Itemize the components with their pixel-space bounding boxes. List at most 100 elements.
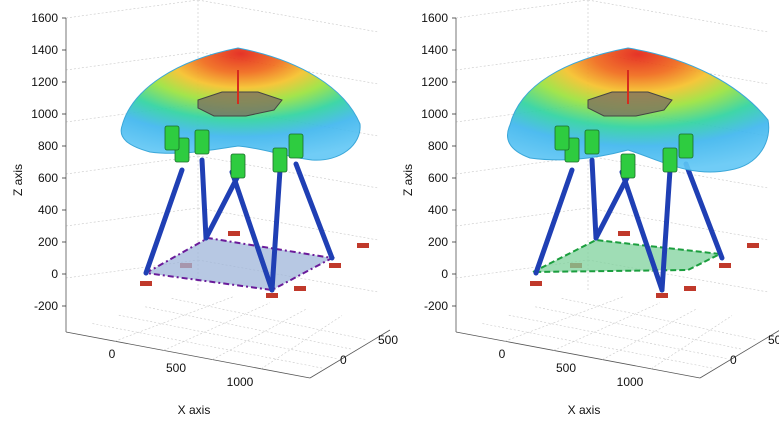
z-tick-label: 800 [428,139,448,153]
grid-line [212,308,307,360]
grid-line [171,298,367,340]
actuator [620,153,636,179]
actuator [230,153,246,179]
grid-line [197,155,379,189]
leg-strut [589,157,599,241]
x-tick-label: 500 [556,361,576,375]
x-tick-label: 500 [166,361,186,375]
z-tick-label: 1000 [421,107,448,121]
anchor-marker [294,286,306,291]
z-axis-title: Z axis [401,164,415,196]
anchor-marker [228,231,240,236]
base-polygon [142,236,336,292]
x-axis-line [65,331,311,379]
z-tick-label: 400 [428,203,448,217]
anchor-marker [719,263,731,268]
grid-line [587,259,769,293]
actuator [272,147,288,173]
grid-line [65,207,199,227]
grid-line [561,298,757,340]
anchor-marker [656,293,668,298]
actuator [662,147,678,173]
grid-line [587,207,769,241]
panel-1 [62,0,391,379]
grid-line [197,0,379,33]
z-tick-label: 0 [441,267,448,281]
grid-line [553,302,661,351]
actuator [678,133,694,159]
x-tick-label: 1000 [617,375,644,389]
grid-line [508,314,729,360]
x-axis-line [455,331,701,379]
z-tick-label: 1200 [31,75,58,89]
y-tick-label: 0 [340,353,347,367]
grid-line [197,207,379,241]
anchor-marker [329,263,341,268]
anchor-marker [140,281,152,286]
z-axis-title: Z axis [11,164,25,196]
x-tick-label: 0 [499,347,506,361]
panel-2 [452,0,779,379]
y-tick-label: 500 [768,333,779,347]
z-tick-label: 1600 [31,11,58,25]
z-tick-label: -200 [424,299,448,313]
z-tick-label: 800 [38,139,58,153]
grid-line [455,0,589,19]
leg-strut [619,169,665,293]
grid-line [92,323,325,369]
grid-line [455,207,589,227]
grid-line [197,259,379,293]
anchor-marker [266,293,278,298]
actuator [584,129,600,155]
z-tick-label: 1200 [421,75,448,89]
z-tick-label: 200 [38,235,58,249]
grid-line [163,302,271,351]
x-tick-label: 1000 [227,375,254,389]
grid-line [651,315,733,370]
actuator [554,125,570,151]
leg-strut [533,167,575,276]
grid-line [197,51,379,85]
actuator [194,129,210,155]
grid-line [602,308,697,360]
grid-line [587,51,769,85]
grid-line [118,314,339,360]
y-tick-label: 500 [378,333,398,347]
grid-line [65,0,199,19]
leg-strut [293,161,335,261]
grid-line [587,155,769,189]
z-tick-label: 1000 [31,107,58,121]
grid-line [587,0,769,33]
z-tick-label: 400 [38,203,58,217]
leg-strut [269,167,283,293]
anchor-marker [357,243,369,248]
z-tick-label: 1400 [31,43,58,57]
actuator [288,133,304,159]
y-tick-label: 0 [730,353,737,367]
anchor-marker [618,231,630,236]
grid-line [114,296,235,342]
z-tick-label: 1600 [421,11,448,25]
z-tick-label: 1400 [421,43,448,57]
grid-line [482,323,715,369]
z-tick-label: 200 [428,235,448,249]
y-axis-line [699,330,779,379]
x-tick-label: 0 [109,347,116,361]
anchor-marker [747,243,759,248]
grid-line [535,306,743,350]
grid-line [261,315,343,370]
x-axis-title: X axis [178,403,211,417]
grid-line [504,296,625,342]
leg-strut [199,157,209,241]
y-axis-line [309,329,391,379]
leg-strut [683,161,725,261]
anchor-marker [684,286,696,291]
z-tick-label: 0 [51,267,58,281]
x-axis-title: X axis [568,403,601,417]
top-platform [197,91,283,117]
grid-line [145,306,353,350]
anchor-marker [530,281,542,286]
base-polygon [532,238,724,273]
z-tick-label: 600 [38,171,58,185]
